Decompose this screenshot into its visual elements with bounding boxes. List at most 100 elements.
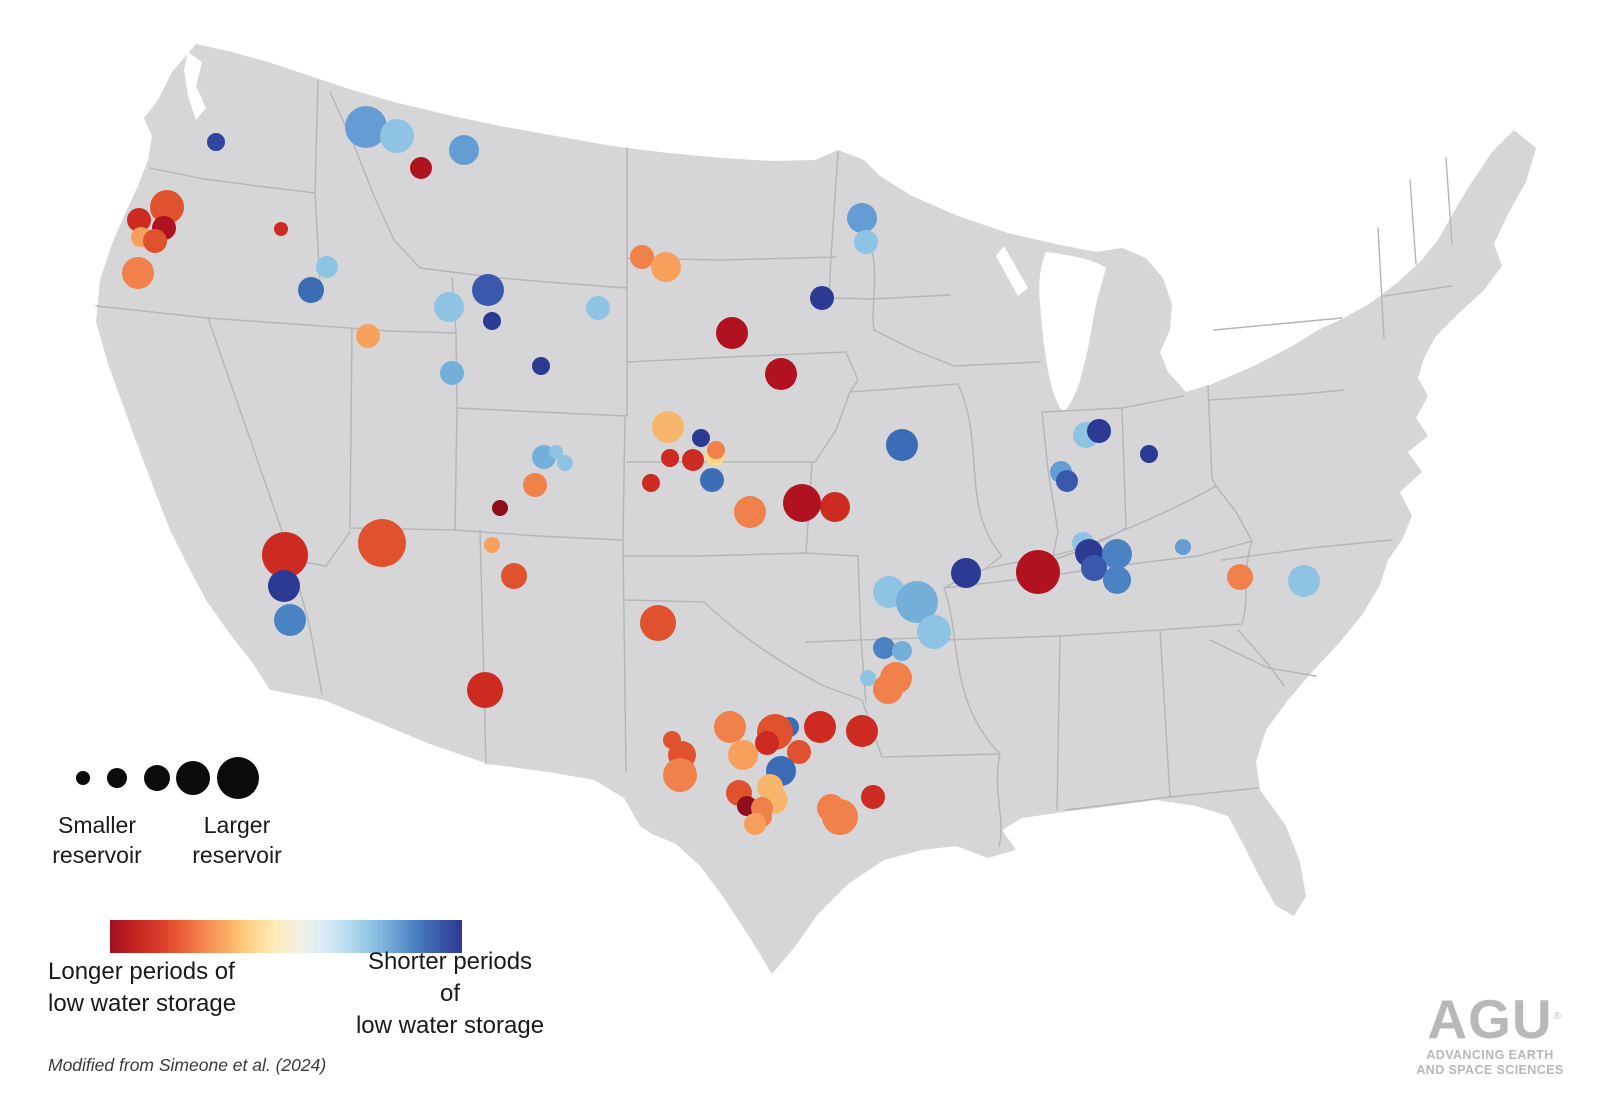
size-legend-smaller-line1: Smaller bbox=[58, 812, 136, 838]
lake-michigan bbox=[1039, 252, 1106, 412]
green-bay bbox=[996, 246, 1028, 296]
agu-tagline-line1: ADVANCING EARTH bbox=[1426, 1048, 1554, 1062]
reservoir-bubble bbox=[1175, 539, 1191, 555]
reservoir-bubble bbox=[150, 190, 184, 224]
reservoir-bubble bbox=[700, 468, 724, 492]
reservoir-bubble bbox=[707, 441, 725, 459]
reservoir-bubble bbox=[682, 449, 704, 471]
reservoir-bubble bbox=[274, 604, 306, 636]
reservoir-bubble bbox=[1081, 555, 1107, 581]
reservoir-bubble bbox=[472, 274, 504, 306]
reservoir-bubble bbox=[1102, 539, 1132, 569]
reservoir-bubble bbox=[549, 445, 563, 459]
reservoir-bubble bbox=[492, 500, 508, 516]
size-legend-label-smaller: Smaller reservoir bbox=[22, 810, 172, 870]
color-scale-label-longer: Longer periods of low water storage bbox=[48, 956, 236, 1020]
reservoir-bubble bbox=[434, 292, 464, 322]
reservoir-bubble bbox=[501, 563, 527, 589]
reservoir-bubble bbox=[804, 711, 836, 743]
reservoir-bubble bbox=[640, 605, 676, 641]
reservoir-bubble bbox=[822, 799, 858, 835]
reservoir-bubble bbox=[356, 324, 380, 348]
reservoir-bubble bbox=[642, 474, 660, 492]
attribution-text: Modified from Simeone et al. (2024) bbox=[48, 1055, 327, 1075]
reservoir-bubble bbox=[892, 641, 912, 661]
reservoir-bubble bbox=[917, 615, 951, 649]
size-legend-dots bbox=[76, 757, 259, 799]
reservoir-bubble bbox=[714, 711, 746, 743]
reservoir-bubble bbox=[483, 312, 501, 330]
shorter-periods-line2: low water storage bbox=[355, 1012, 545, 1039]
reservoir-bubble bbox=[847, 203, 877, 233]
reservoir-bubble bbox=[380, 119, 414, 153]
reservoir-bubble bbox=[663, 758, 697, 792]
reservoir-bubble bbox=[787, 740, 811, 764]
reservoir-bubble bbox=[262, 532, 308, 578]
longer-periods-line2: low water storage bbox=[48, 990, 237, 1017]
reservoir-bubble bbox=[820, 492, 850, 522]
reservoir-bubble bbox=[1103, 566, 1131, 594]
reservoir-bubble bbox=[316, 256, 338, 278]
reservoir-bubble bbox=[345, 106, 387, 148]
agu-logo-tagline: ADVANCING EARTH AND SPACE SCIENCES bbox=[1415, 1048, 1565, 1078]
reservoir-bubble bbox=[765, 358, 797, 390]
reservoir-bubble bbox=[127, 208, 151, 232]
reservoir-bubble bbox=[728, 740, 758, 770]
reservoir-bubble bbox=[586, 296, 610, 320]
reservoir-bubble bbox=[886, 429, 918, 461]
reservoir-bubble bbox=[143, 229, 167, 253]
reservoir-bubble bbox=[734, 496, 766, 528]
reservoir-bubble bbox=[122, 257, 154, 289]
reservoir-bubble bbox=[755, 731, 779, 755]
size-legend-larger-line1: Larger bbox=[203, 812, 271, 838]
size-legend-dot bbox=[76, 771, 90, 785]
reservoir-bubble bbox=[1087, 419, 1111, 443]
color-scale-gradient-bar bbox=[110, 920, 462, 953]
size-legend-dot bbox=[144, 765, 170, 791]
reservoir-bubble bbox=[467, 672, 503, 708]
size-legend-smaller-line2: reservoir bbox=[52, 842, 142, 868]
reservoir-bubble bbox=[523, 473, 547, 497]
color-scale-label-shorter: Shorter periods of low water storage bbox=[355, 946, 545, 1042]
reservoir-bubble bbox=[449, 135, 479, 165]
reservoir-bubble bbox=[810, 286, 834, 310]
reservoir-bubble bbox=[440, 361, 464, 385]
reservoir-bubble bbox=[1288, 565, 1320, 597]
reservoir-bubble bbox=[652, 411, 684, 443]
reservoir-bubble bbox=[358, 519, 406, 567]
reservoir-bubble bbox=[557, 455, 573, 471]
reservoir-bubble bbox=[661, 449, 679, 467]
reservoir-bubble bbox=[716, 317, 748, 349]
size-legend-larger-line2: reservoir bbox=[192, 842, 282, 868]
reservoir-bubble bbox=[861, 785, 885, 809]
reservoir-bubble bbox=[854, 230, 878, 254]
reservoir-bubble bbox=[1016, 550, 1060, 594]
reservoir-bubble bbox=[783, 484, 821, 522]
registered-trademark-icon: ® bbox=[1553, 1011, 1562, 1022]
reservoir-bubble bbox=[692, 429, 710, 447]
agu-logo-wordmark: AGU ® bbox=[1427, 988, 1562, 1050]
puget-sound bbox=[184, 52, 206, 120]
reservoir-bubble bbox=[268, 570, 300, 602]
reservoir-bubble bbox=[873, 674, 903, 704]
reservoir-bubble bbox=[1140, 445, 1158, 463]
reservoir-bubbles bbox=[122, 106, 1320, 835]
size-legend-dot bbox=[217, 757, 259, 799]
reservoir-bubble bbox=[873, 637, 895, 659]
reservoir-bubble bbox=[207, 133, 225, 151]
reservoir-bubble bbox=[532, 357, 550, 375]
reservoir-bubble bbox=[651, 252, 681, 282]
lakes bbox=[184, 52, 1106, 412]
reservoir-bubble bbox=[274, 222, 288, 236]
size-legend-dot bbox=[107, 768, 127, 788]
size-legend-dot bbox=[176, 761, 210, 795]
reservoir-bubble bbox=[951, 558, 981, 588]
reservoir-bubble bbox=[298, 277, 324, 303]
reservoir-bubble bbox=[1227, 564, 1253, 590]
agu-logo: AGU ® ADVANCING EARTH AND SPACE SCIENCES bbox=[1415, 988, 1565, 1078]
reservoir-bubble bbox=[1056, 470, 1078, 492]
reservoir-bubble bbox=[860, 670, 876, 686]
reservoir-bubble bbox=[630, 245, 654, 269]
